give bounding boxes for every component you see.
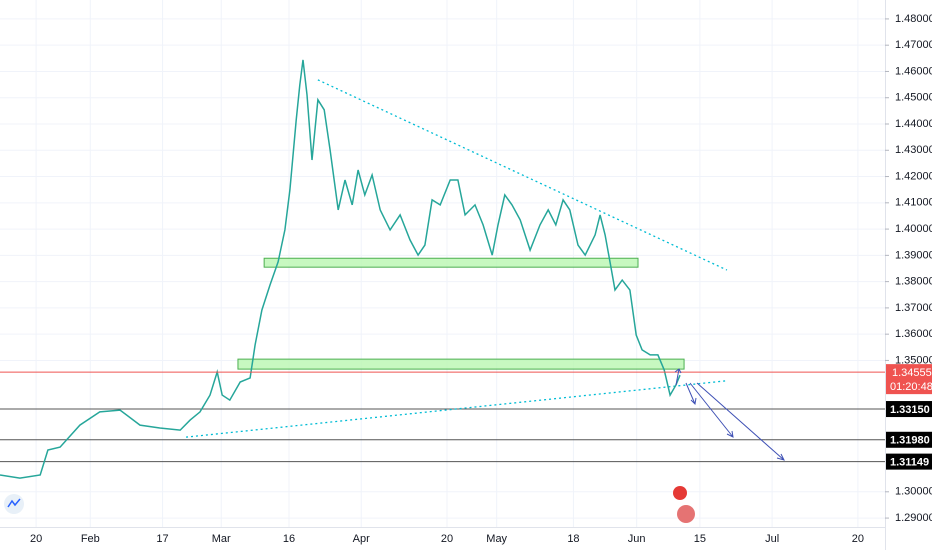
y-tick-label: 1.41000 [895, 197, 932, 209]
arrow [696, 382, 785, 461]
y-tick-label: 1.45000 [895, 92, 932, 104]
level-label-box [886, 431, 932, 448]
arrow [674, 368, 682, 386]
current-price-box [886, 364, 932, 395]
level-label-box [886, 453, 932, 470]
x-tick-label: Jun [628, 533, 646, 545]
trend-line [317, 79, 728, 271]
y-tick-label: 1.44000 [895, 118, 932, 130]
event-icon [677, 505, 695, 523]
x-tick-label: 20 [852, 533, 864, 545]
support-zone [237, 358, 685, 370]
countdown-label: 01:20:48 [890, 381, 932, 393]
y-tick-label: 1.42000 [895, 170, 932, 182]
price-line [0, 59, 681, 479]
x-tick-label: Jul [765, 533, 779, 545]
y-tick-label: 1.39000 [895, 249, 932, 261]
x-tick-label: 18 [567, 533, 579, 545]
level-label-box [886, 401, 932, 418]
x-tick-label: Mar [212, 533, 231, 545]
support-zone [263, 257, 639, 268]
x-tick-label: 20 [441, 533, 453, 545]
current-price-label: 1.34555 [892, 367, 932, 379]
x-tick-label: Apr [353, 533, 370, 545]
x-tick-label: 16 [283, 533, 295, 545]
trend-line [185, 380, 726, 438]
event-icon [673, 486, 687, 500]
level-label: 1.31980 [890, 435, 930, 447]
logo [4, 494, 24, 514]
x-tick-label: 20 [30, 533, 42, 545]
y-tick-label: 1.38000 [895, 276, 932, 288]
arrow [689, 382, 734, 438]
level-label: 1.33150 [890, 404, 930, 416]
y-tick-label: 1.36000 [895, 328, 932, 340]
y-tick-label: 1.47000 [895, 39, 932, 51]
y-tick-label: 1.29000 [895, 512, 932, 524]
x-tick-label: 15 [694, 533, 706, 545]
level-label: 1.31149 [890, 457, 929, 469]
y-tick-label: 1.46000 [895, 65, 932, 77]
y-tick-label: 1.40000 [895, 223, 932, 235]
x-tick-label: 17 [156, 533, 168, 545]
logo-mark [7, 498, 21, 508]
y-tick-label: 1.43000 [895, 144, 932, 156]
y-tick-label: 1.30000 [895, 486, 932, 498]
x-tick-label: Feb [81, 533, 100, 545]
axes: 1.48000 1.47000 1.46000 1.45000 1.44000 1.430… [30, 13, 932, 545]
event-icons [673, 486, 695, 523]
x-tick-label: May [486, 533, 507, 545]
plot [0, 59, 885, 479]
y-tick-label: 1.37000 [895, 302, 932, 314]
y-tick-label: 1.35000 [895, 354, 932, 366]
arrow [685, 382, 697, 406]
y-tick-label: 1.48000 [895, 13, 932, 25]
arrows [674, 368, 785, 461]
